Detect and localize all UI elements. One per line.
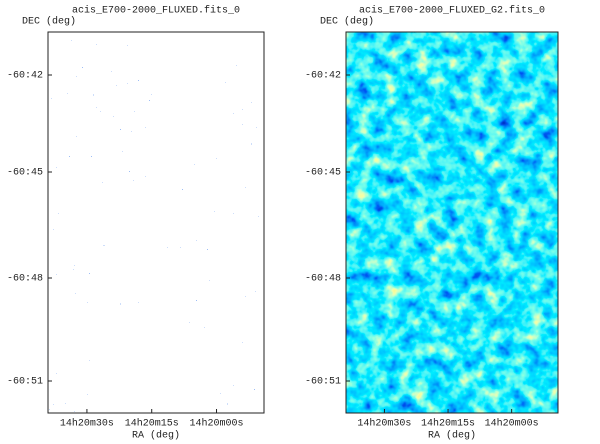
y-tick-label: -60:48 <box>7 274 43 285</box>
x-tick-label: 14h20m15s <box>421 418 475 430</box>
panel-title: acis_E700-2000_FLUXED_G2.fits_0 <box>359 5 545 17</box>
y-axis-label: DEC (deg) <box>22 16 76 28</box>
y-tick-label: -60:48 <box>305 274 341 285</box>
x-tick-label: 14h20m00s <box>485 418 539 430</box>
panel-title: acis_E700-2000_FLUXED.fits_0 <box>72 5 240 17</box>
x-tick-label: 14h20m30s <box>357 418 411 430</box>
y-tick-label: -60:45 <box>305 168 341 179</box>
y-axis-label: DEC (deg) <box>320 16 374 28</box>
frame <box>47 31 265 414</box>
y-tick-label: -60:42 <box>7 71 43 82</box>
x-tick-label: 14h20m00s <box>190 418 244 430</box>
x-tick-label: 14h20m15s <box>125 418 179 430</box>
image-left <box>48 32 264 413</box>
y-tick-label: -60:51 <box>7 377 43 388</box>
x-tick-label: 14h20m30s <box>60 418 114 430</box>
x-axis-label: RA (deg) <box>132 430 180 442</box>
y-tick-label: -60:51 <box>305 377 341 388</box>
image-right <box>346 32 558 413</box>
y-tick-label: -60:42 <box>305 71 341 82</box>
frame <box>345 31 559 414</box>
x-axis-label: RA (deg) <box>428 430 476 442</box>
y-tick-label: -60:45 <box>7 168 43 179</box>
